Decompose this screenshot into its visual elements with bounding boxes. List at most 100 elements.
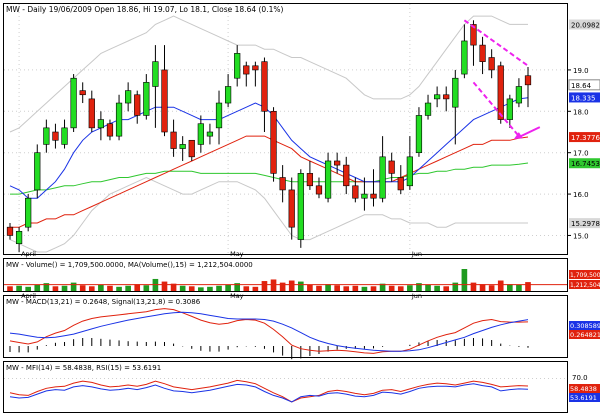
price-tick-label: 17.0	[573, 150, 589, 158]
volume-bar	[407, 285, 413, 291]
candle	[134, 90, 141, 124]
volume-bar	[425, 284, 431, 291]
candle-body	[206, 131, 214, 137]
candle	[15, 227, 23, 252]
candle-body	[115, 102, 123, 137]
volume-axis-tags: 1,709,500 1,212,504	[569, 270, 600, 289]
candle-body	[43, 127, 50, 145]
candle	[279, 165, 286, 203]
price-tag-label: 17.3776	[571, 134, 600, 142]
bollinger-bands	[9, 15, 528, 253]
price-axis-ticks: 19.0 18.0 17.0 16.0 15.0	[567, 67, 589, 240]
candle	[334, 152, 341, 174]
candle-body	[424, 102, 432, 116]
candle	[397, 165, 404, 195]
volume-bar	[43, 283, 50, 291]
price-tag-box	[569, 19, 600, 30]
candle	[206, 123, 214, 145]
macd-title: MW - MACD(13,21) = 0.2648, Signal(13,21,…	[6, 298, 201, 306]
volume-bar	[507, 284, 513, 291]
candle-body	[415, 115, 423, 153]
volume-bar	[234, 283, 241, 291]
candle	[197, 115, 204, 153]
candle	[270, 107, 277, 182]
trend-annotations	[463, 19, 541, 140]
candle-body	[488, 57, 495, 71]
candle-body	[315, 185, 323, 195]
candle	[406, 136, 413, 190]
mfi-tag-box	[569, 393, 600, 402]
candle	[234, 45, 241, 87]
volume-bar	[170, 283, 177, 291]
candle	[25, 194, 32, 232]
volume-bar	[52, 286, 59, 291]
candle-body	[370, 193, 377, 199]
candle	[288, 177, 295, 240]
volume-bar	[98, 284, 104, 291]
candle	[243, 61, 250, 87]
mfi-line	[9, 379, 529, 403]
candle	[306, 160, 314, 190]
volume-bar	[352, 285, 359, 291]
month-labels: April April May May Jun Jun	[21, 250, 422, 300]
volume-bar	[379, 283, 386, 291]
candle-body	[34, 152, 41, 191]
candle	[315, 177, 323, 199]
candle	[161, 45, 168, 137]
candle	[479, 36, 486, 75]
arrow-head	[513, 132, 523, 140]
volume-bar	[79, 285, 86, 291]
candle	[88, 90, 95, 132]
candle-body	[397, 177, 404, 191]
candle-body	[506, 98, 513, 120]
month-label: Jun	[411, 292, 422, 300]
price-tag: 20.0982	[569, 19, 600, 30]
candle	[515, 78, 523, 108]
price-tick-label: 19.0	[573, 67, 589, 75]
volume-bar	[261, 281, 268, 291]
moving-averages	[9, 97, 529, 228]
candle	[379, 136, 386, 203]
volume-bar	[252, 286, 259, 291]
price-tick-label: 16.0	[573, 191, 589, 199]
candle	[6, 223, 14, 240]
candle	[224, 74, 232, 108]
candle-body	[343, 164, 350, 187]
candle-body	[515, 86, 523, 104]
candle-body	[88, 98, 95, 129]
candle	[415, 107, 423, 157]
candle-body	[243, 65, 250, 75]
volume-bar	[125, 285, 131, 291]
mfi-panel-frame	[3, 361, 568, 413]
volume-bar	[61, 285, 68, 291]
candle-body	[524, 75, 532, 86]
candle-body	[434, 94, 441, 100]
candle-body	[297, 173, 304, 240]
volume-bar	[288, 280, 295, 291]
volume-bar	[461, 269, 468, 291]
mfi-tag-label: 58.4838	[570, 385, 597, 393]
candle-body	[25, 197, 32, 228]
trend-channel-line	[463, 19, 529, 67]
candle-body	[279, 177, 286, 191]
mfi-tick-70: 70.0	[572, 374, 588, 382]
volume-bar	[107, 285, 113, 291]
rsi-line	[9, 383, 529, 403]
candle-body	[461, 40, 468, 75]
volume-bar	[297, 281, 304, 291]
ma-long-line	[10, 162, 529, 195]
candle-body	[252, 65, 259, 71]
candle	[34, 144, 41, 199]
macd-tag-label: 0.308589	[570, 322, 600, 330]
macd-tag-label: 0.264821	[570, 331, 600, 339]
price-tag-label: 18.335	[571, 94, 596, 102]
candle-body	[79, 90, 86, 96]
volume-bar	[497, 280, 504, 291]
candle	[43, 119, 50, 153]
candle	[125, 82, 132, 112]
volume-bar	[225, 284, 231, 291]
month-label: May	[230, 250, 244, 258]
candle	[79, 82, 86, 104]
volume-bar	[325, 284, 331, 291]
candle-body	[443, 94, 450, 100]
